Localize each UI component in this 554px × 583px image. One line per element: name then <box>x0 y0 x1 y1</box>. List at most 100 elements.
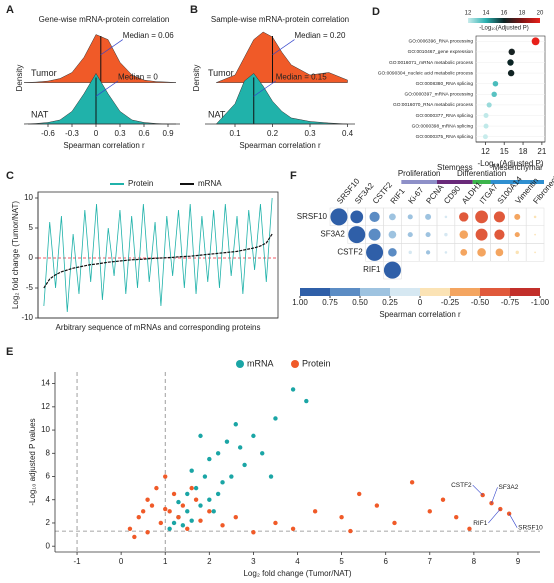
point <box>140 509 146 514</box>
colorbar-title: -Log₁₀(Adjusted P) <box>479 26 529 32</box>
point <box>193 485 199 491</box>
x-tick-label: -1 <box>73 557 81 566</box>
point <box>185 526 190 531</box>
y-tick-label: 6 <box>46 472 51 481</box>
panel-title: Sample-wise mRNA-protein correlation <box>211 15 349 24</box>
point <box>348 528 353 534</box>
colorbar-tick-label: 16 <box>501 11 508 17</box>
group-label: Stemness <box>437 163 473 172</box>
x-tick-label: 21 <box>537 147 546 156</box>
median-annotation: Median = 0.15 <box>276 73 327 82</box>
y-tick-label: 10 <box>24 193 33 202</box>
column-label: PCNA <box>424 182 446 205</box>
x-axis-label: Log₂ fold change (Tumor/NAT) <box>243 569 351 578</box>
corr-circle <box>514 213 521 220</box>
point <box>273 520 278 526</box>
corr-circle <box>388 230 397 239</box>
point <box>185 509 190 514</box>
point <box>158 520 164 526</box>
colorbar-block <box>300 288 330 296</box>
point <box>207 509 212 514</box>
colorbar <box>468 18 540 23</box>
x-tick-label: 6 <box>383 557 388 566</box>
x-tick-label: 0 <box>119 557 124 566</box>
x-tick-label: 0.6 <box>138 129 150 138</box>
density-area <box>216 31 348 83</box>
plot-frame <box>37 191 279 319</box>
point <box>392 520 397 526</box>
colorbar-block <box>480 288 510 296</box>
category-label: GO:0008380_RNA splicing <box>416 81 474 87</box>
annotation-pointer <box>508 513 518 528</box>
corr-circle <box>444 215 448 219</box>
corr-circle <box>475 228 488 241</box>
y-axis-label: Density <box>15 65 24 92</box>
legend-swatch <box>236 360 244 368</box>
y-axis-label: -Log₁₀ adjusted P values <box>28 418 37 505</box>
dot <box>491 91 497 98</box>
x-tick-label: 0.9 <box>162 129 174 138</box>
group-bar <box>437 180 473 184</box>
category-label: GO:0006396_RNA processing <box>408 39 473 45</box>
point <box>273 416 278 421</box>
point <box>409 480 415 485</box>
category-label: GO:0016071_mRNA metabolic process <box>389 60 474 66</box>
corr-circle <box>425 232 431 238</box>
x-axis-label: Spearman correlation r <box>239 141 321 150</box>
point <box>136 514 141 520</box>
corr-circle <box>495 248 504 257</box>
point <box>193 497 199 502</box>
panel-letter: A <box>6 4 14 16</box>
y-tick-label: 14 <box>41 379 50 388</box>
category-label: GO:0000377_RNA splicing <box>416 113 474 119</box>
annotation-pointer <box>491 487 498 504</box>
point <box>167 509 172 514</box>
point <box>224 439 230 444</box>
colorbar-tick-label: 0 <box>418 298 423 307</box>
corr-circle <box>444 251 448 254</box>
series-label: Tumor <box>208 68 234 78</box>
category-label: GO:0000397_mRNA processing <box>404 92 473 98</box>
dot <box>483 113 489 118</box>
legend-label: mRNA <box>247 358 274 368</box>
point <box>440 497 446 502</box>
category-label: GO:0010467_gene expression <box>408 49 474 55</box>
point <box>233 422 238 427</box>
series-line <box>43 197 273 313</box>
annotation-pointer <box>488 508 501 524</box>
dot <box>507 69 515 77</box>
colorbar-tick-label: 1.00 <box>292 298 308 307</box>
annotation-pointer <box>100 39 123 56</box>
x-tick-label: 12 <box>481 147 490 156</box>
annotation-pointer <box>472 484 483 496</box>
median-annotation: Median = 0.06 <box>123 31 174 40</box>
colorbar-block <box>450 288 480 296</box>
point <box>145 530 150 535</box>
colorbar-title: Spearman correlation r <box>379 310 461 319</box>
point <box>163 474 168 479</box>
corr-circle <box>369 211 380 222</box>
point <box>202 474 208 479</box>
dot <box>483 123 489 129</box>
row-label: CSTF2 <box>337 247 363 256</box>
point <box>198 433 203 439</box>
y-tick-label: 12 <box>41 402 50 411</box>
colorbar-tick-label: -0.75 <box>501 298 520 307</box>
corr-circle <box>534 233 536 236</box>
group-label: Mesenchymal <box>493 163 543 172</box>
dot <box>486 102 492 108</box>
density-area <box>215 73 348 125</box>
x-tick-label: 0.4 <box>342 129 354 138</box>
corr-circle <box>366 243 384 261</box>
point <box>220 523 225 528</box>
corr-circle <box>425 250 431 255</box>
point <box>251 433 256 439</box>
corr-circle <box>515 250 519 255</box>
corr-circle <box>459 212 469 222</box>
x-tick-label: 0 <box>94 129 99 138</box>
y-tick-label: 0 <box>29 253 34 262</box>
y-tick-label: -10 <box>21 313 33 322</box>
point <box>233 514 238 520</box>
point <box>185 491 190 497</box>
colorbar-block <box>420 288 450 296</box>
